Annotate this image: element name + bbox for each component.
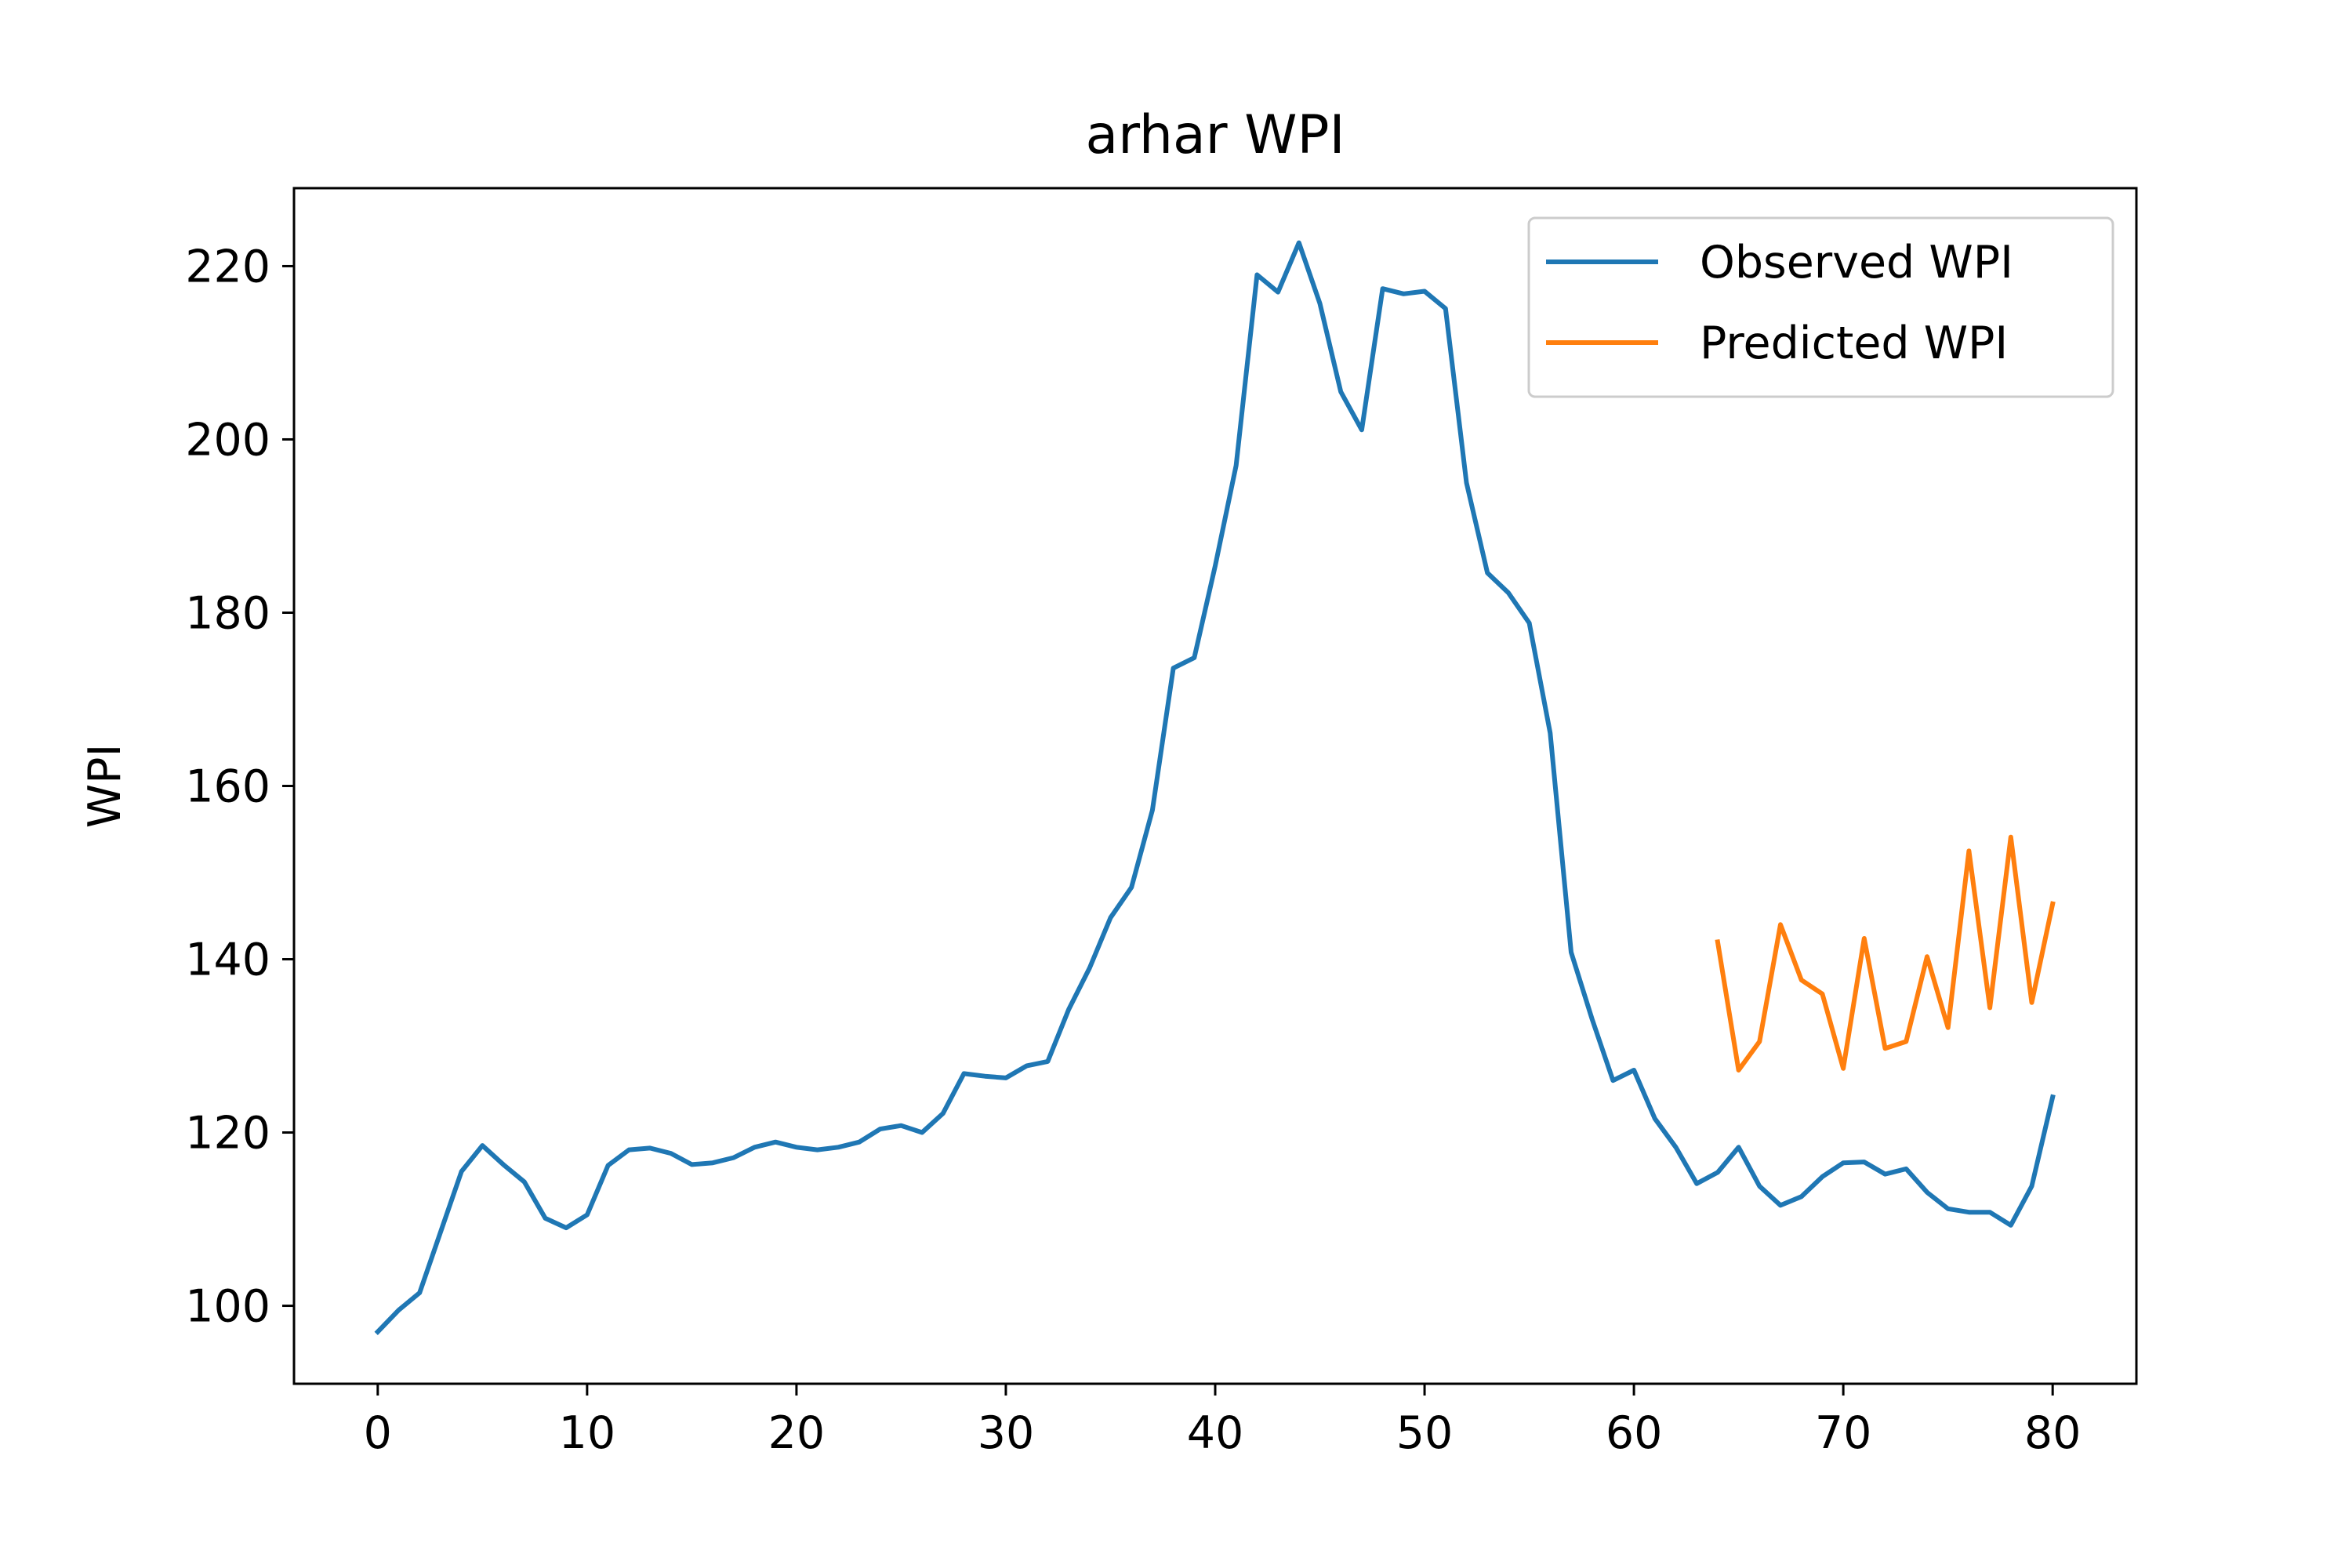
y-tick-label: 220 <box>185 241 270 292</box>
series-line-observed <box>374 240 2056 1335</box>
x-tick-label: 10 <box>559 1407 616 1459</box>
chart-title: arhar WPI <box>1085 104 1345 166</box>
x-tick-label: 0 <box>364 1407 392 1459</box>
series-line-predicted <box>1715 834 2056 1073</box>
y-tick-label: 100 <box>185 1281 270 1333</box>
x-tick-label: 80 <box>2024 1407 2082 1459</box>
y-axis-title: WPI <box>79 744 131 829</box>
x-tick-label: 70 <box>1815 1407 1872 1459</box>
x-tick-label: 50 <box>1396 1407 1454 1459</box>
y-tick-label: 120 <box>185 1108 270 1160</box>
x-tick-label: 60 <box>1606 1407 1663 1459</box>
legend-label-predicted: Predicted WPI <box>1700 318 2008 369</box>
plot-area: 0 10 20 30 40 50 60 70 80 100 120 140 160 180 200 220 Ob… <box>185 187 2138 1459</box>
x-tick-label: 40 <box>1187 1407 1244 1459</box>
legend-label-observed: Observed WPI <box>1700 237 2013 289</box>
y-tick-label: 140 <box>185 935 270 986</box>
y-tick-label: 180 <box>185 587 270 639</box>
legend-box <box>1527 216 2114 398</box>
x-tick-label: 20 <box>768 1407 826 1459</box>
y-tick-label: 160 <box>185 761 270 813</box>
y-tick-label: 200 <box>185 414 270 466</box>
x-tick-label: 30 <box>978 1407 1035 1459</box>
